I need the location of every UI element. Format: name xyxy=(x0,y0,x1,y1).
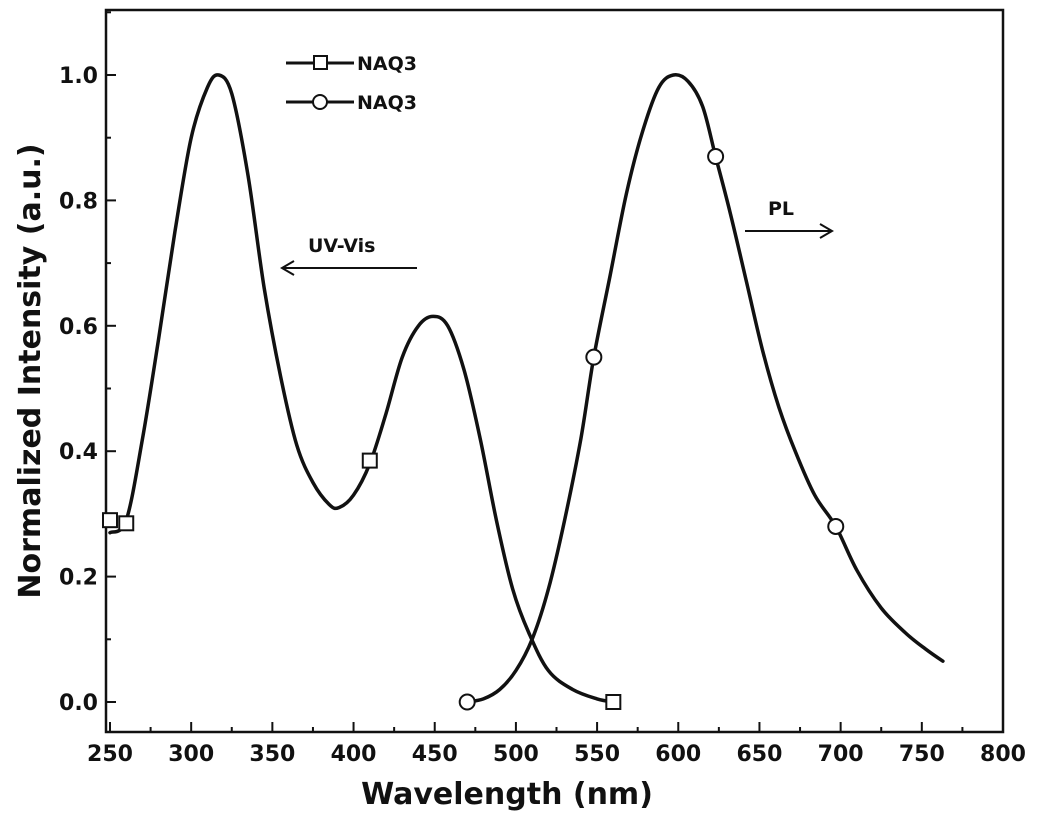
annotation-uvvis: UV-Vis xyxy=(282,235,417,275)
series-markers xyxy=(103,149,843,709)
legend-label-2: NAQ3 xyxy=(357,92,417,114)
legend: NAQ3 NAQ3 xyxy=(286,53,417,114)
axis-ticks xyxy=(106,12,1003,732)
x-tick-label: 400 xyxy=(331,742,377,767)
x-tick-label: 800 xyxy=(980,742,1026,767)
plot-frame xyxy=(106,10,1003,732)
annotation-uvvis-label: UV-Vis xyxy=(308,235,375,257)
x-axis-title: Wavelength (nm) xyxy=(361,777,653,812)
legend-square-marker xyxy=(314,56,327,69)
x-tick-label: 450 xyxy=(412,742,458,767)
x-tick-label: 700 xyxy=(818,742,864,767)
data-point-circle xyxy=(828,519,843,534)
y-tick-label: 0.0 xyxy=(59,691,98,716)
data-point-square xyxy=(103,513,117,527)
data-point-circle xyxy=(460,695,475,710)
legend-label-1: NAQ3 xyxy=(357,53,417,75)
series-lines xyxy=(110,75,943,702)
data-point-square xyxy=(119,516,133,530)
data-point-circle xyxy=(708,149,723,164)
data-point-square xyxy=(606,695,620,709)
annotation-pl: PL xyxy=(745,198,832,238)
x-tick-label: 350 xyxy=(249,742,295,767)
y-tick-label: 0.4 xyxy=(59,440,98,465)
x-tick-label: 750 xyxy=(899,742,945,767)
x-tick-label: 600 xyxy=(655,742,701,767)
x-tick-label: 300 xyxy=(168,742,214,767)
legend-circle-marker xyxy=(313,95,327,109)
x-tick-label: 650 xyxy=(736,742,782,767)
x-tick-label: 550 xyxy=(574,742,620,767)
series-line-2 xyxy=(467,75,943,702)
x-tick-label: 500 xyxy=(493,742,539,767)
data-point-square xyxy=(363,454,377,468)
y-tick-label: 0.6 xyxy=(59,315,98,340)
series-line-1 xyxy=(110,75,613,702)
annotation-pl-label: PL xyxy=(768,198,794,220)
data-point-circle xyxy=(586,350,601,365)
y-tick-label: 1.0 xyxy=(59,64,98,89)
x-tick-label: 250 xyxy=(87,742,133,767)
y-axis-title: Normalized Intensity (a.u.) xyxy=(13,143,48,598)
y-tick-label: 0.2 xyxy=(59,566,98,591)
y-tick-label: 0.8 xyxy=(59,189,98,214)
